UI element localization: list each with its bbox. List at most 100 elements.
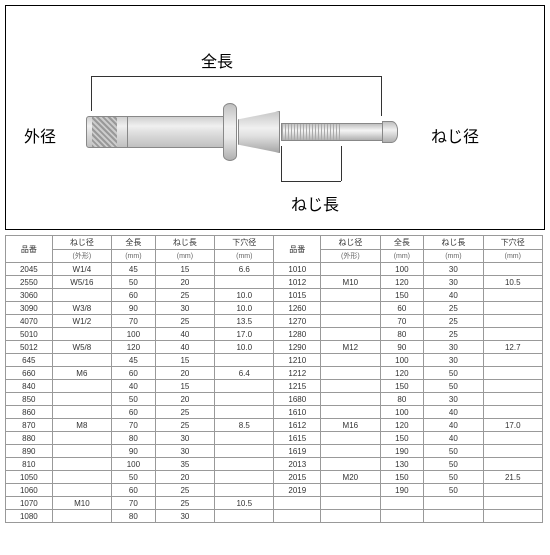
table-cell: M10 [321, 276, 380, 289]
col-hinban-r: 品番 [274, 236, 321, 263]
table-cell: 50 [424, 484, 483, 497]
table-cell: 1680 [274, 393, 321, 406]
table-row: 8606025161010040 [6, 406, 543, 419]
table-cell [321, 354, 380, 367]
table-cell: 80 [380, 328, 424, 341]
table-cell: 100 [112, 328, 156, 341]
table-cell: 1280 [274, 328, 321, 341]
table-cell: M20 [321, 471, 380, 484]
table-cell [483, 354, 542, 367]
table-row: 50101004017.012808025 [6, 328, 543, 341]
table-cell: 30 [155, 302, 214, 315]
table-cell [483, 302, 542, 315]
table-cell: 1615 [274, 432, 321, 445]
table-cell: 40 [112, 380, 156, 393]
table-cell [52, 432, 111, 445]
table-cell: 40 [424, 419, 483, 432]
table-cell [52, 510, 111, 523]
table-cell: 12.7 [483, 341, 542, 354]
table-cell [52, 289, 111, 302]
table-cell: 1290 [274, 341, 321, 354]
table-cell: 860 [6, 406, 53, 419]
bolt-flange [223, 103, 237, 161]
table-cell: 50 [424, 367, 483, 380]
table-row: 8404015121515050 [6, 380, 543, 393]
table-cell [215, 432, 274, 445]
dim-nejicho-arrow [281, 181, 341, 182]
table-cell [321, 289, 380, 302]
table-cell: 150 [380, 471, 424, 484]
table-cell: W5/16 [52, 276, 111, 289]
table-cell: 80 [112, 510, 156, 523]
col-nejikei-r: ねじ径 [321, 236, 380, 250]
table-cell: 2013 [274, 458, 321, 471]
table-cell: 25 [155, 315, 214, 328]
table-row: 10808030 [6, 510, 543, 523]
table-cell: 60 [112, 367, 156, 380]
table-cell: 120 [112, 341, 156, 354]
table-row: 850502016808030 [6, 393, 543, 406]
bolt-nut [238, 111, 280, 153]
table-cell: 6.6 [215, 263, 274, 276]
col-zencho: 全長 [112, 236, 156, 250]
table-cell: 1270 [274, 315, 321, 328]
table-cell: 1619 [274, 445, 321, 458]
table-cell: 870 [6, 419, 53, 432]
table-cell: 1010 [274, 263, 321, 276]
table-cell: 1260 [274, 302, 321, 315]
table-row: 3060602510.0101515040 [6, 289, 543, 302]
table-cell: 30 [424, 393, 483, 406]
table-cell [483, 406, 542, 419]
table-cell: 20 [155, 367, 214, 380]
col-shitaana: 下穴径 [215, 236, 274, 250]
table-cell: 150 [380, 289, 424, 302]
table-cell: 30 [155, 445, 214, 458]
table-cell: 25 [155, 497, 214, 510]
table-cell: 1060 [6, 484, 53, 497]
table-cell [483, 497, 542, 510]
table-cell: M6 [52, 367, 111, 380]
table-row: 6454515121010030 [6, 354, 543, 367]
table-cell: 150 [380, 432, 424, 445]
table-cell: 5012 [6, 341, 53, 354]
table-cell [52, 393, 111, 406]
table-cell: 45 [112, 354, 156, 367]
table-cell [483, 458, 542, 471]
table-cell [321, 380, 380, 393]
table-cell: 20 [155, 393, 214, 406]
table-cell: 80 [112, 432, 156, 445]
table-cell [215, 276, 274, 289]
table-cell: M10 [52, 497, 111, 510]
table-cell: 60 [112, 406, 156, 419]
table-row: 8808030161515040 [6, 432, 543, 445]
table-row: 105050202015M201505021.5 [6, 471, 543, 484]
table-cell: 190 [380, 445, 424, 458]
table-cell: 645 [6, 354, 53, 367]
table-cell [483, 484, 542, 497]
table-cell: 840 [6, 380, 53, 393]
table-cell [52, 406, 111, 419]
table-cell [321, 406, 380, 419]
table-row: 10606025201919050 [6, 484, 543, 497]
bolt-head [382, 121, 398, 143]
table-cell: 120 [380, 419, 424, 432]
table-cell [321, 445, 380, 458]
table-cell: 10.0 [215, 302, 274, 315]
table-cell: 70 [380, 315, 424, 328]
table-cell [321, 263, 380, 276]
table-cell: 1070 [6, 497, 53, 510]
table-cell: 25 [155, 406, 214, 419]
table-cell: 1212 [274, 367, 321, 380]
table-cell: 90 [380, 341, 424, 354]
table-cell [321, 458, 380, 471]
table-cell: 1015 [274, 289, 321, 302]
table-cell: 90 [112, 302, 156, 315]
table-cell: 3060 [6, 289, 53, 302]
table-cell: 40 [155, 328, 214, 341]
table-row: 660M660206.4121212050 [6, 367, 543, 380]
table-cell: M16 [321, 419, 380, 432]
table-cell: 25 [424, 328, 483, 341]
table-cell: 1210 [274, 354, 321, 367]
table-cell: 70 [112, 497, 156, 510]
label-zencho: 全長 [201, 48, 233, 72]
